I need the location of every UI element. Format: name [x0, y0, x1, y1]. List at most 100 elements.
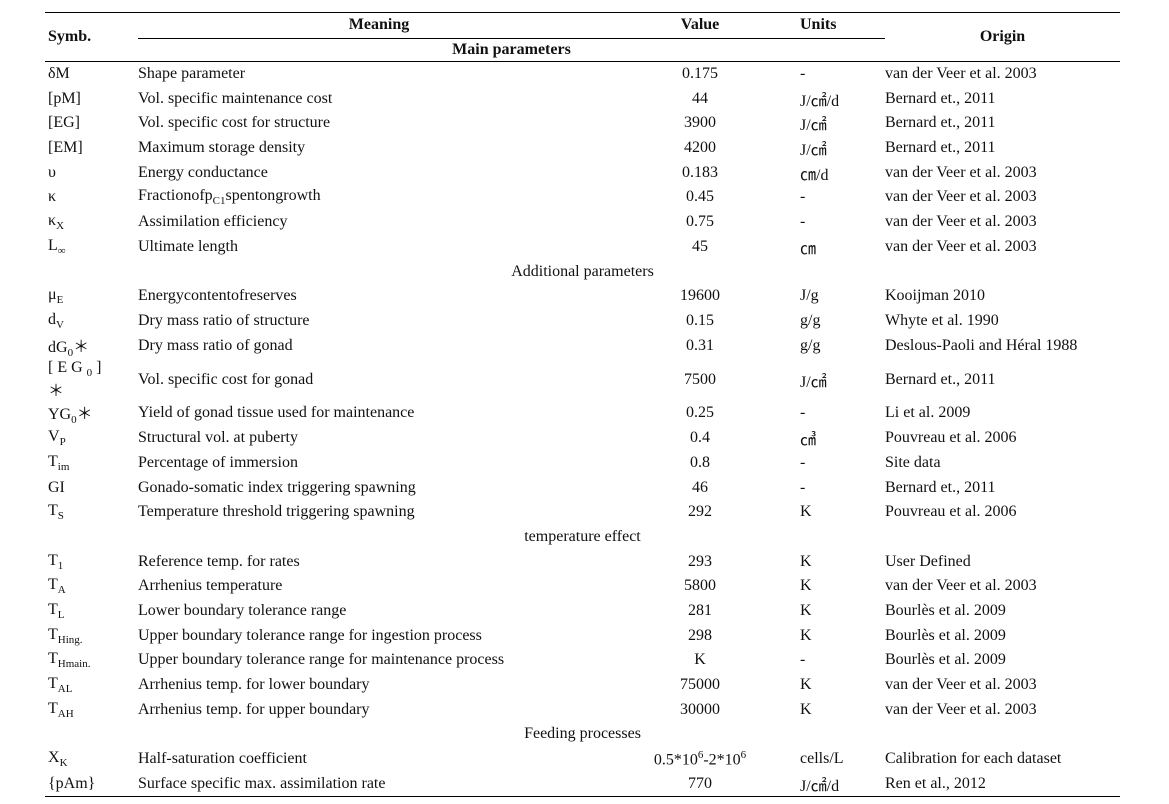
value-cell: 0.183 [682, 163, 718, 181]
table-row: T1 Reference temp. for rates 293 K User Defi… [45, 549, 1120, 574]
symbol-cell: XK [45, 747, 138, 772]
meaning-cell: Energycontentofreserves [138, 287, 297, 305]
meaning-cell: Vol. specific cost for gonad [138, 370, 314, 388]
table-row: δM Shape parameter 0.175 - van der Veer et a… [45, 61, 1120, 86]
origin-cell: User Defined [885, 552, 971, 570]
table-row: dG0＊ Dry mass ratio of gonad 0.31 g/g Deslou… [45, 333, 1120, 359]
origin-cell: van der Veer et al. 2003 [885, 188, 1037, 206]
symbol-cell: {pAm} [45, 771, 138, 798]
text-segment: T [48, 650, 58, 668]
units-cell: - [800, 453, 806, 471]
value-cell: 75000 [680, 676, 720, 694]
value-cell: 7500 [684, 370, 716, 388]
symbol-cell: Tim [45, 451, 138, 476]
origin-cell: van der Veer et al. 2003 [885, 65, 1037, 83]
units-cell: ㎝ [800, 240, 817, 258]
header-cell: Origin [885, 12, 1120, 62]
meaning-cell: Arrhenius temp. for lower boundary [138, 676, 370, 694]
table-row: κX Assimilation efficiency 0.75- van der Ve… [45, 210, 1120, 235]
text-segment: spentongrowth [225, 187, 321, 205]
origin-cell: Li et al. 2009 [885, 403, 971, 421]
value-cell: 0.45 [686, 188, 714, 206]
value-cell: 0.15 [686, 311, 714, 329]
units-cell: J/㎠/d [800, 92, 840, 110]
value-cell: 281 [688, 601, 712, 619]
value-cell: 0.5*106-2*106 [620, 747, 780, 772]
text-segment: Fractionofp [138, 187, 213, 205]
units-cell: K [800, 577, 812, 595]
meaning-cell: Gonado-somatic index triggering spawning [138, 478, 416, 496]
meaning-cell: Arrhenius temperature [138, 577, 283, 595]
section-row: Feeding processes [45, 722, 1120, 747]
value-cell: 3900 [684, 114, 716, 132]
meaning-cell: Structural vol. at puberty [138, 429, 298, 447]
table-row: TL Lower boundary tolerance range 281 K Bour… [45, 599, 1120, 624]
meaning-cell: Vol. specific cost for structure [138, 114, 331, 132]
header-cell: Symb. [45, 12, 138, 62]
text-segment: ∞ [57, 244, 66, 257]
symbol-cell: THing. [45, 623, 138, 648]
origin-cell: Whyte et al. 1990 [885, 311, 999, 329]
meaning-cell: Assimilation efficiency [138, 213, 288, 231]
meaning-cell: Yield of gonad tissue used for maintenan… [138, 403, 415, 421]
meaning-cell: Dry mass ratio of structure [138, 311, 310, 329]
origin-cell: Bernard et., 2011 [885, 370, 996, 388]
table-row: VP Structural vol. at puberty 0.4 ㎤ Pouvreau… [45, 426, 1120, 451]
table-row: [ E G 0 ] ＊ Vol. specific cost for gonad 7… [45, 359, 1120, 399]
origin-cell: Bernard et., 2011 [885, 89, 996, 107]
value-cell: 0.4 [690, 429, 710, 447]
meaning-cell: Lower boundary tolerance range [138, 601, 347, 619]
text-segment: L [48, 236, 58, 254]
value-cell: 0.31 [686, 337, 714, 355]
section-row: Additional parameters [45, 259, 1120, 284]
text-segment: L [57, 609, 65, 622]
units-cell: J/㎠ [800, 142, 827, 160]
units-cell: K [800, 601, 812, 619]
meaning-cell: Reference temp. for rates [138, 552, 300, 570]
symbol-cell: κ [48, 188, 57, 206]
symbol-cell: TAH [45, 697, 138, 722]
text-segment: T [48, 600, 58, 618]
units-cell: - [800, 478, 806, 496]
units-cell: - [800, 651, 806, 669]
symbol-cell: L∞ [45, 235, 138, 260]
symbol-cell: δM [48, 65, 70, 83]
table-row: [EG] Vol. specific cost for structure 3900… [45, 111, 1120, 136]
value-cell: 298 [688, 626, 712, 644]
symbol-cell: κX [45, 210, 138, 235]
value-cell: 0.8 [690, 453, 710, 471]
text-segment: AH [57, 707, 74, 720]
units-cell: - [800, 403, 806, 421]
text-segment: ＊ [73, 339, 90, 357]
text-segment: T [48, 699, 58, 717]
units-cell: g/g [800, 311, 821, 329]
text-segment: ] ＊ [48, 359, 102, 400]
origin-cell: Bourlès et al. 2009 [885, 651, 1006, 669]
units-cell: K [800, 676, 812, 694]
value-cell: 4200 [684, 139, 716, 157]
origin-cell: Bernard et., 2011 [885, 478, 996, 496]
text-segment: dG [48, 339, 68, 357]
text-segment: ＊ [76, 405, 93, 423]
table-row: κ FractionofpC1spentongrowth 0.45 - van der … [45, 185, 1120, 210]
symbol-cell: THmain. [45, 648, 138, 673]
meaning-cell: Shape parameter [138, 65, 246, 83]
value-cell: 0.25 [686, 403, 714, 421]
origin-cell: Pouvreau et al. 2006 [885, 503, 1017, 521]
table-row: dV Dry mass ratio of structure 0.15 g/g Whyt… [45, 309, 1120, 334]
origin-cell: Bourlès et al. 2009 [885, 626, 1006, 644]
symbol-cell: μE [45, 284, 138, 309]
units-cell: K [800, 552, 812, 570]
table-row: [pM] Vol. specific maintenance cost 44 J/㎠/… [45, 86, 1120, 111]
units-cell: g/g [800, 337, 821, 355]
table-row: υ Energy conductance 0.183 ㎝/d van der Veer … [45, 160, 1120, 185]
text-segment: T [48, 502, 58, 520]
meaning-cell: Energy conductance [138, 163, 268, 181]
section-title: Feeding processes [524, 725, 641, 743]
symbol-cell: dG0＊ [45, 333, 138, 359]
units-cell: K [800, 700, 812, 718]
symbol-cell: GI [48, 478, 65, 496]
section-title: Main parameters [138, 37, 885, 62]
